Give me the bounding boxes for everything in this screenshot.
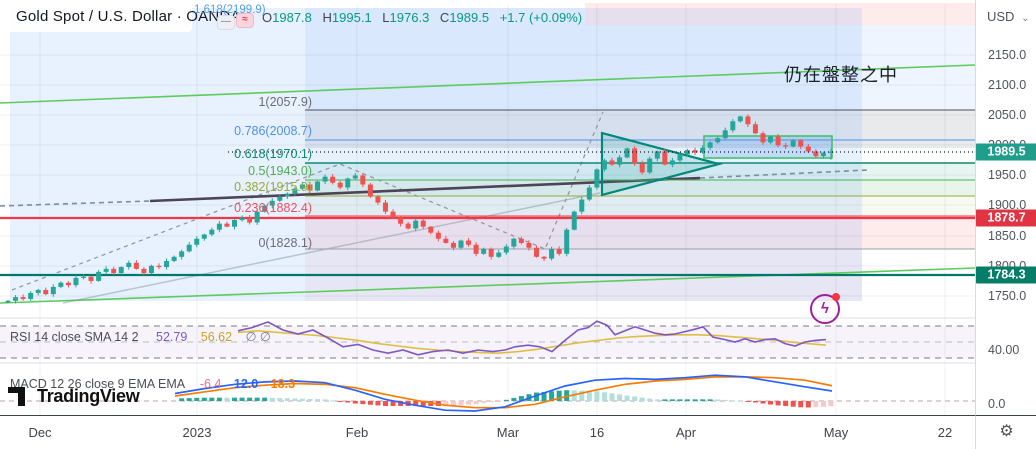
symbol-title[interactable]: Gold Spot / U.S. Dollar · OANDA [16, 8, 241, 25]
price-badge: 1878.7 [976, 209, 1036, 227]
ohlc-readout: O1987.8 H1995.1 L1976.3 C1989.5 +1.7 (+0… [262, 10, 582, 25]
gear-icon[interactable]: ⚙ [999, 423, 1014, 440]
price-tick: 1900.0 [988, 198, 1027, 212]
ohlc-open-prefix: O [262, 10, 273, 25]
currency-label: USD [987, 9, 1015, 24]
price-tick: 1750.0 [988, 289, 1027, 303]
candlesticks [5, 114, 834, 304]
time-tick: Feb [345, 425, 369, 440]
price-badge: 1784.3 [976, 266, 1036, 284]
time-tick: Mar [496, 425, 520, 440]
price-tick: 40.00 [988, 343, 1020, 357]
ohlc-open-value: 1987.8 [272, 10, 312, 25]
ohlc-low-value: 1976.3 [389, 10, 430, 25]
chevron-down-icon: ⌄ [1021, 13, 1030, 24]
macd-title: MACD 12 26 close 9 EMA EMA [10, 377, 185, 391]
price-tick: 2150.0 [988, 48, 1027, 62]
price-tick: 2100.0 [988, 78, 1027, 92]
fib-level-label: 0.236(1882.4) [234, 201, 312, 215]
time-tick: 16 [589, 425, 605, 440]
notification-dot [832, 293, 840, 301]
price-tick: 0.0 [988, 397, 1006, 411]
fib-level-label: 0(1828.1) [258, 236, 312, 250]
rsi-legend[interactable]: RSI 14 close SMA 14 2 52.79 56.62 ∅ ∅ [10, 329, 271, 344]
price-tick: 2050.0 [988, 108, 1027, 122]
price-axis[interactable]: USD ⌄ 2150.02100.02050.02000.01950.01900… [975, 0, 1036, 449]
fib-level-label: 0.618(1970.1) [234, 147, 312, 161]
flash-marker-icon[interactable]: ϟ [810, 293, 840, 324]
fib-extension-label: 1.618(2199.9) [194, 4, 266, 16]
fib-level-label: 1(2057.9) [258, 95, 312, 109]
macd-legend[interactable]: MACD 12 26 close 9 EMA EMA -6.4 12.0 18.… [10, 377, 295, 391]
macd-value: 12.0 [233, 377, 259, 391]
tradingview-logo-text: TradingView [37, 386, 140, 406]
price-tick: 1950.0 [988, 168, 1027, 182]
time-tick: Apr [675, 425, 697, 440]
ohlc-high-prefix: H [322, 10, 332, 25]
currency-selector[interactable]: USD ⌄ [987, 9, 1029, 24]
rsi-title: RSI 14 close SMA 14 2 [10, 330, 139, 344]
title-backdrop [0, 0, 192, 32]
time-tick: May [823, 425, 849, 440]
ohlc-low-prefix: L [382, 10, 390, 25]
axis-corner: ⚙ [975, 415, 1036, 449]
ohlc-change-value: +1.7 (+0.09%) [499, 10, 583, 25]
rsi-sma-value: 56.62 [200, 330, 233, 344]
wave-drawing-icon[interactable]: ≈ [237, 14, 253, 27]
fib-level-label: 0.382(1915.9) [234, 180, 312, 194]
price-badge: 1989.5 [976, 143, 1036, 161]
time-tick: Dec [28, 425, 52, 440]
lightning-bolt-icon: ϟ [821, 300, 829, 317]
ohlc-high-value: 1995.1 [331, 10, 372, 25]
ohlc-close-prefix: C [439, 10, 450, 25]
ohlc-close-value: 1989.5 [449, 10, 490, 25]
rsi-value: 52.79 [156, 330, 188, 344]
time-axis[interactable]: Dec 2023 Feb Mar 16 Apr May 22 [0, 415, 975, 449]
macd-signal-value: 18.3 [270, 377, 296, 391]
time-tick: 22 [937, 425, 953, 440]
minus-drawing-icon[interactable]: — [218, 16, 234, 29]
fib-level-label: 0.786(2008.7) [234, 124, 312, 138]
annotation-text: 仍在盤整之中 [784, 65, 898, 85]
tradingview-logo[interactable]: TradingView [8, 386, 140, 407]
rsi-empty-values: ∅ ∅ [245, 330, 271, 344]
macd-hist-value: -6.4 [199, 377, 222, 391]
price-tick: 1850.0 [988, 229, 1027, 243]
fib-level-label: 0.5(1943.0) [248, 164, 312, 178]
tradingview-logo-mark [8, 387, 25, 406]
time-tick: 2023 [182, 425, 212, 440]
